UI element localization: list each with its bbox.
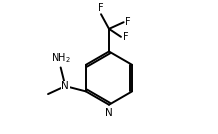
Text: N: N [105, 108, 113, 118]
Text: NH$_2$: NH$_2$ [51, 52, 71, 66]
Text: F: F [123, 32, 128, 42]
Text: N: N [61, 81, 69, 91]
Text: F: F [98, 3, 104, 13]
Text: F: F [125, 17, 131, 27]
